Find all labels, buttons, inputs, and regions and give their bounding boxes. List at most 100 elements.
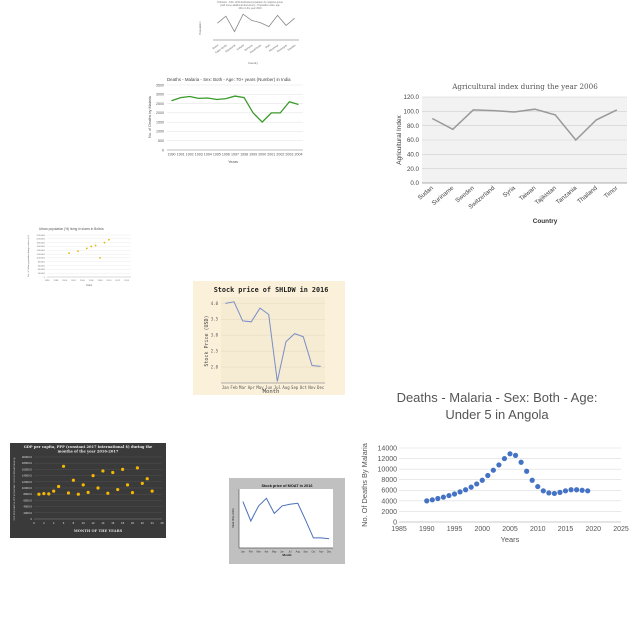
- gdp-data-point: [116, 487, 120, 492]
- pop-series-line: [217, 13, 295, 33]
- moat-xtick-label: Dec: [327, 550, 332, 553]
- gdp-data-point: [66, 491, 71, 495]
- malaria-india-ytick-label: 1500: [156, 120, 164, 124]
- malaria-angola-data-point: [557, 489, 563, 495]
- gdp-data-point: [101, 469, 105, 473]
- malaria-angola-data-point: [540, 488, 546, 494]
- moat-x-axis-title: Month: [283, 553, 292, 557]
- urban-data-point: [77, 250, 79, 253]
- moat-y-axis-title: Stock Price (USD): [232, 508, 235, 528]
- malaria-india-y-axis-title: No. of Deaths by Malaria: [148, 95, 152, 138]
- moat-xtick-label: May: [272, 550, 277, 553]
- urban-ytick-label: 2200000: [36, 235, 45, 237]
- urban-ytick-label: 0: [44, 277, 46, 279]
- shldw-ytick-label: 4.0: [211, 301, 219, 306]
- gdp-y-axis-title: GDP PER CAPITA, PPP (CONSTANT 2017 INTER…: [13, 457, 16, 520]
- urban-data-point: [68, 252, 71, 255]
- shldw-xtick-label: Dec: [317, 385, 325, 390]
- gdp-xtick-label: 0: [33, 521, 35, 525]
- agri-ytick-label: 40.0: [407, 152, 420, 159]
- gdp-xtick-label: 18: [121, 521, 125, 525]
- moat-xtick-label: Feb: [249, 550, 254, 553]
- gdp-xtick-label: 2: [43, 521, 45, 525]
- shldw-xtick-label: Jan: [222, 385, 230, 390]
- moat-series-line: [242, 497, 330, 540]
- gdp-data-point: [42, 491, 46, 496]
- gdp-ytick-label: 14000.0: [22, 474, 33, 478]
- malaria-angola-data-point: [507, 451, 513, 457]
- pop-y-axis-title: Population: [198, 21, 202, 35]
- pop-xtick-label: Sweden: [286, 43, 296, 52]
- moat-xtick-label: Oct: [312, 550, 316, 553]
- urban-title: Urban population (%) living in slums in …: [39, 227, 104, 231]
- malaria-angola-xtick-label: 1985: [391, 526, 407, 533]
- gdp-data-point: [47, 492, 51, 496]
- gdp-xtick-label: 22: [141, 521, 145, 525]
- agri-xtick-label: Tajikistan: [534, 184, 558, 206]
- moat-xtick-label: Aug: [296, 550, 301, 553]
- malaria-angola-xtick-label: 1995: [447, 526, 463, 533]
- malaria-angola-data-point: [485, 472, 491, 479]
- urban-ytick-label: 2000000: [36, 239, 45, 241]
- malaria-angola-ytick-label: 12000: [378, 456, 398, 463]
- moat-stock-chart: Jan Feb Mar Apr May Jun Jul Aug Sep Oct Nov Dec Stoc…: [229, 478, 345, 564]
- malaria-india-xtick-label: 1997: [231, 153, 239, 157]
- malaria-angola-data-point: [468, 484, 474, 490]
- shldw-ytick-label: 3.0: [211, 333, 219, 338]
- agri-xtick-label: Syria: [502, 184, 518, 199]
- gdp-ytick-label: 10000.0: [22, 486, 33, 490]
- agri-series-line: [431, 108, 618, 142]
- gdp-data-point: [91, 474, 95, 478]
- moat-xtick-label: Nov: [319, 550, 324, 553]
- malaria-india-xtick-label: 2002: [276, 153, 284, 157]
- malaria-angola-xtick-label: 2005: [502, 526, 518, 533]
- malaria-india-xtick-label: 2004: [294, 153, 302, 157]
- gdp-data-point: [57, 484, 61, 489]
- malaria-angola-data-point: [429, 497, 435, 503]
- urban-data-point: [99, 257, 101, 259]
- malaria-angola-data-point: [579, 487, 585, 493]
- gdp-xtick-label: 8: [73, 521, 75, 525]
- urban-xtick-label: 2004: [80, 280, 86, 282]
- agricultural-index-chart-svg: 0.020.040.060.080.0100.0120.0SudanSurina…: [396, 82, 627, 225]
- moat-title: Stock price of MOAT in 2016: [262, 484, 313, 488]
- urban-xtick-label: 2002: [71, 280, 77, 282]
- malaria-india-ytick-label: 0: [162, 148, 164, 152]
- shldw-xtick-label: Sep: [291, 385, 299, 390]
- malaria-india-series-line: [171, 95, 299, 124]
- shldw-series-line: [225, 301, 321, 382]
- shldw-plot-area: [221, 297, 325, 383]
- agri-xtick-label: Thailand: [576, 184, 599, 205]
- malaria-angola-xtick-label: 2020: [585, 526, 601, 533]
- malaria-india-xtick-label: 2000: [258, 153, 266, 157]
- shldw-xtick-label: Jul: [274, 385, 282, 390]
- gdp-ytick-label: 6000.0: [23, 498, 32, 502]
- shldw-ytick-label: 2.0: [211, 364, 219, 369]
- urban-xtick-label: 1998: [53, 280, 59, 282]
- urban-xtick-label: 2000: [62, 280, 68, 282]
- agri-y-axis-title: Agricultural Index: [396, 115, 403, 165]
- urban-ytick-label: 200000: [38, 273, 46, 275]
- gdp-ytick-label: 20000.0: [22, 455, 33, 459]
- malaria-angola-data-point: [435, 495, 441, 502]
- agri-xtick-label: Suriname: [431, 184, 456, 207]
- gdp-data-point: [150, 489, 154, 493]
- gdp-xtick-label: 12: [92, 521, 96, 525]
- urban-ytick-label: 1800000: [36, 242, 45, 244]
- urban-data-point: [103, 241, 106, 244]
- malaria-angola-data-point: [474, 481, 480, 487]
- gdp-data-point: [130, 491, 135, 495]
- malaria-india-xtick-label: 1990: [168, 153, 176, 157]
- urban-data-point: [90, 245, 93, 248]
- urban-ytick-label: 1000000: [36, 258, 45, 260]
- pop-xtick-label: Equatorial: [224, 43, 236, 53]
- malaria-india-xtick-label: 1993: [195, 153, 203, 157]
- malaria-angola-data-point: [546, 490, 552, 496]
- pop-x-axis-title: Country: [248, 61, 258, 65]
- moat-xtick-label: Sep: [303, 550, 308, 553]
- gdp-data-point: [71, 478, 75, 482]
- gdp-xtick-label: 16: [111, 521, 115, 525]
- malaria-angola-data-point: [446, 492, 452, 499]
- malaria-india-xtick-label: 2003: [285, 153, 293, 157]
- malaria-india-xtick-label: 1992: [186, 153, 194, 157]
